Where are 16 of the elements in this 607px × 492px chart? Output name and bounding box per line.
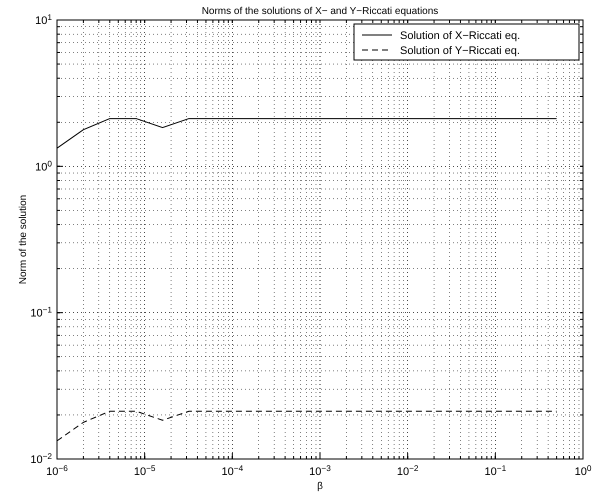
- x-axis-title: β: [317, 481, 324, 492]
- x-tick-label: 10$^{−3}$: [309, 464, 332, 478]
- y-tick-label: 10$^{−2}$: [30, 452, 52, 466]
- legend-label: Solution of X−Riccati eq.: [400, 30, 520, 42]
- y-axis-title: Norm of the solution: [18, 194, 29, 284]
- x-tick-label: 10$^{−2}$: [396, 464, 419, 478]
- x-tick-label: 10$^{−4}$: [222, 464, 244, 478]
- x-tick-label: 10$^{0}$: [574, 464, 592, 478]
- y-tick-label: 10$^{−1}$: [30, 305, 52, 320]
- y-tick-label: 10$^{1}$: [35, 12, 52, 27]
- x-tick-label: 10$^{−1}$: [484, 464, 507, 478]
- x-tick-label: 10$^{−5}$: [134, 464, 156, 478]
- x-tick-label: 10$^{−6}$: [46, 464, 68, 478]
- chart-title: Norms of the solutions of X− and Y−Riccati equations: [202, 6, 438, 17]
- legend-label: Solution of Y−Riccati eq.: [400, 45, 520, 57]
- y-tick-label: 10$^{0}$: [35, 158, 52, 174]
